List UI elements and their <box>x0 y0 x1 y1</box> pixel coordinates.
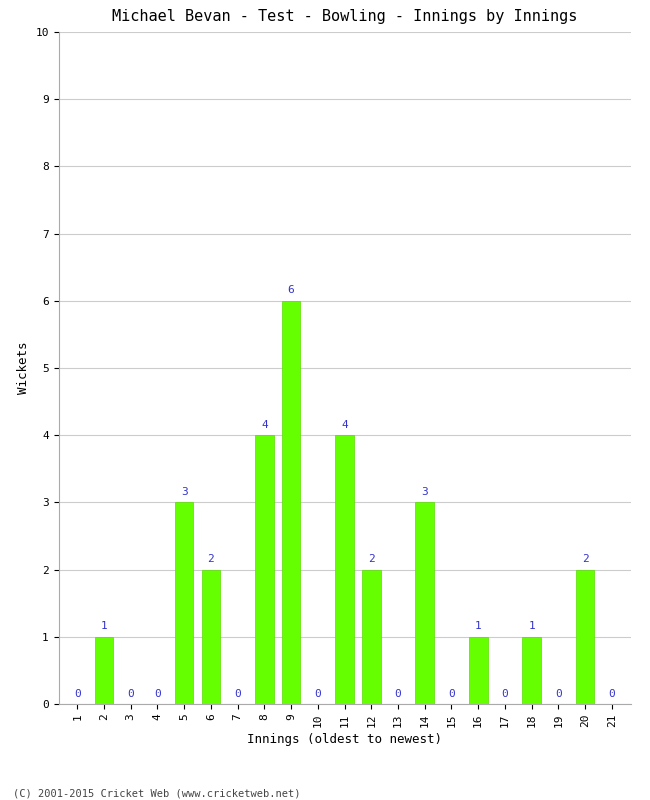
Text: 1: 1 <box>528 622 535 631</box>
Y-axis label: Wickets: Wickets <box>17 342 30 394</box>
Text: 1: 1 <box>474 622 482 631</box>
Text: 3: 3 <box>181 487 187 497</box>
Text: 0: 0 <box>127 689 134 698</box>
Text: 0: 0 <box>154 689 161 698</box>
Text: 0: 0 <box>608 689 615 698</box>
Text: 2: 2 <box>582 554 588 564</box>
Text: 0: 0 <box>395 689 401 698</box>
Text: 3: 3 <box>421 487 428 497</box>
Bar <box>415 502 434 704</box>
Text: 0: 0 <box>315 689 321 698</box>
Text: 2: 2 <box>207 554 214 564</box>
Bar <box>202 570 220 704</box>
Text: 4: 4 <box>261 420 268 430</box>
Bar <box>335 435 354 704</box>
Bar <box>469 637 488 704</box>
Bar <box>281 301 300 704</box>
Text: (C) 2001-2015 Cricket Web (www.cricketweb.net): (C) 2001-2015 Cricket Web (www.cricketwe… <box>13 788 300 798</box>
Text: 1: 1 <box>101 622 107 631</box>
Title: Michael Bevan - Test - Bowling - Innings by Innings: Michael Bevan - Test - Bowling - Innings… <box>112 9 577 24</box>
Text: 0: 0 <box>555 689 562 698</box>
X-axis label: Innings (oldest to newest): Innings (oldest to newest) <box>247 733 442 746</box>
Text: 2: 2 <box>368 554 374 564</box>
Text: 4: 4 <box>341 420 348 430</box>
Bar <box>95 637 113 704</box>
Text: 0: 0 <box>74 689 81 698</box>
Bar <box>362 570 381 704</box>
Bar <box>175 502 194 704</box>
Text: 6: 6 <box>288 286 294 295</box>
Bar <box>576 570 594 704</box>
Text: 0: 0 <box>234 689 241 698</box>
Bar <box>522 637 541 704</box>
Text: 0: 0 <box>448 689 455 698</box>
Bar <box>255 435 274 704</box>
Text: 0: 0 <box>502 689 508 698</box>
